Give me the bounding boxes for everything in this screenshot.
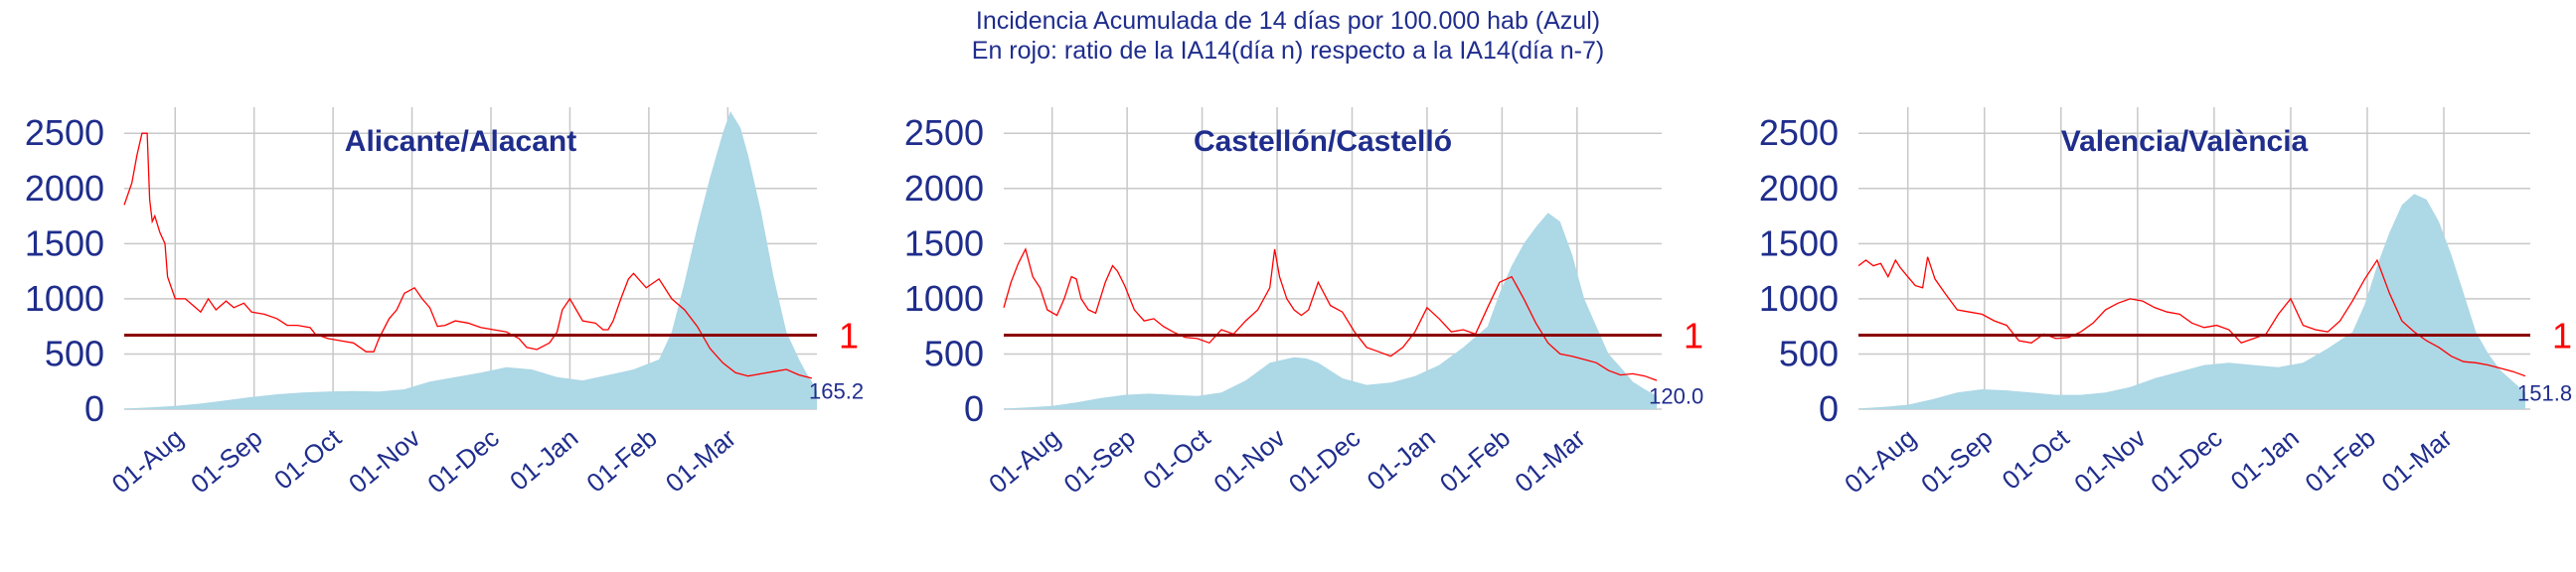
x-tick-label: 01-Jan [1362, 423, 1441, 497]
panel-title: Valencia/València [2061, 125, 2309, 158]
x-tick-label: 01-Nov [343, 423, 425, 500]
x-tick-label: 01-Jan [504, 423, 583, 497]
x-tick-label: 01-Feb [1434, 423, 1516, 499]
x-tick-label: 01-Sep [1057, 423, 1141, 500]
y-tick-label: 1000 [25, 278, 104, 319]
x-tick-label: 01-Aug [1839, 423, 1922, 500]
panel-castellon: 0500100015002000250001-Aug01-Sep01-Oct01… [904, 107, 1703, 500]
y-tick-label: 0 [964, 388, 984, 429]
y-tick-label: 2000 [1759, 168, 1839, 209]
x-tick-label: 01-Mar [1509, 422, 1591, 498]
y-tick-label: 2000 [25, 168, 104, 209]
y-tick-label: 2000 [904, 168, 984, 209]
x-tick-label: 01-Nov [2068, 423, 2151, 500]
ratio-line [1857, 256, 2526, 377]
x-tick-label: 01-Aug [106, 423, 190, 500]
y-tick-label: 500 [924, 333, 984, 373]
end-value-label: 151.8 [2517, 380, 2572, 405]
x-tick-label: 01-Jan [2225, 423, 2305, 497]
x-tick-label: 01-Aug [983, 423, 1066, 500]
y-tick-label: 2500 [1759, 112, 1839, 153]
end-value-label: 165.2 [809, 379, 864, 404]
ratio-line [123, 132, 813, 379]
panel-valencia: 0500100015002000250001-Aug01-Sep01-Oct01… [1759, 107, 2572, 500]
y-tick-label: 0 [1819, 388, 1839, 429]
x-tick-label: 01-Dec [1283, 423, 1366, 500]
y-tick-label: 500 [1779, 333, 1839, 373]
y-tick-label: 1000 [1759, 278, 1839, 319]
chart-title-line1: Incidencia Acumulada de 14 días por 100.… [975, 7, 1601, 35]
end-value-label: 120.0 [1649, 384, 1703, 409]
ratio-line [1003, 247, 1658, 381]
x-tick-label: 01-Oct [1997, 422, 2076, 496]
y-tick-label: 2500 [25, 112, 104, 153]
incidence-area [1858, 194, 2526, 409]
x-tick-label: 01-Oct [268, 422, 348, 496]
x-tick-label: 01-Mar [2375, 422, 2458, 498]
y-tick-label: 1500 [904, 222, 984, 263]
y-tick-label: 1500 [25, 222, 104, 263]
panel-title: Alicante/Alacant [345, 125, 576, 158]
reference-line-label: 1 [1684, 316, 1703, 357]
x-tick-label: 01-Nov [1208, 423, 1290, 500]
x-tick-label: 01-Mar [660, 422, 742, 498]
y-tick-label: 0 [84, 388, 104, 429]
reference-line-label: 1 [2552, 316, 2572, 357]
x-tick-label: 01-Feb [580, 423, 662, 499]
x-tick-label: 01-Sep [1915, 423, 1999, 500]
x-tick-label: 01-Oct [1137, 422, 1216, 496]
x-tick-label: 01-Dec [2145, 423, 2227, 500]
panel-title: Castellón/Castelló [1194, 125, 1452, 158]
incidence-area [124, 111, 817, 409]
chart-title-line2: En rojo: ratio de la IA14(día n) respect… [971, 37, 1605, 65]
incidence-area [1004, 213, 1658, 409]
y-tick-label: 2500 [904, 112, 984, 153]
reference-line-label: 1 [839, 316, 859, 357]
x-tick-label: 01-Dec [421, 423, 504, 500]
y-tick-label: 500 [45, 333, 104, 373]
x-tick-label: 01-Sep [185, 423, 268, 500]
y-tick-label: 1500 [1759, 222, 1839, 263]
x-tick-label: 01-Feb [2299, 423, 2380, 499]
y-tick-label: 1000 [904, 278, 984, 319]
